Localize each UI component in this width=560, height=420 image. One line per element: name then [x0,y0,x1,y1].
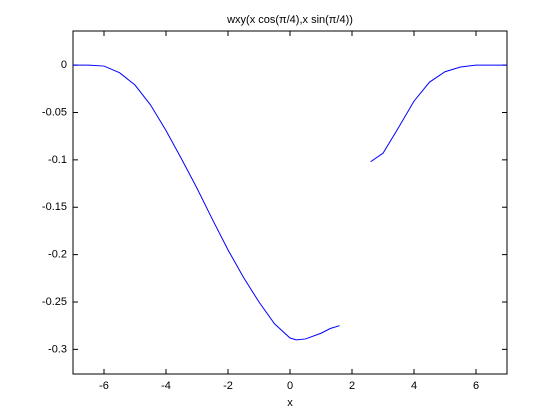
line-series [73,64,507,341]
axes-box [72,30,508,375]
x-tick-label: -4 [161,380,171,392]
y-tick-label: -0.05 [42,106,67,118]
x-tick-label: -2 [223,380,233,392]
y-tick-label: -0.25 [42,296,67,308]
y-tick-label: -0.2 [48,249,67,261]
x-tick-label: 2 [349,380,355,392]
x-tick-label: 4 [411,380,417,392]
x-tick-label: 0 [287,380,293,392]
y-tick-label: 0 [61,59,67,71]
x-tick-label: -6 [99,380,109,392]
y-tick-label: -0.3 [48,343,67,355]
y-tick-label: -0.15 [42,201,67,213]
y-tick-label: -0.1 [48,154,67,166]
chart-title: wxy(x cos(π/4),x sin(π/4)) [226,14,353,26]
x-tick-label: 6 [473,380,479,392]
x-axis-label: x [287,397,293,409]
